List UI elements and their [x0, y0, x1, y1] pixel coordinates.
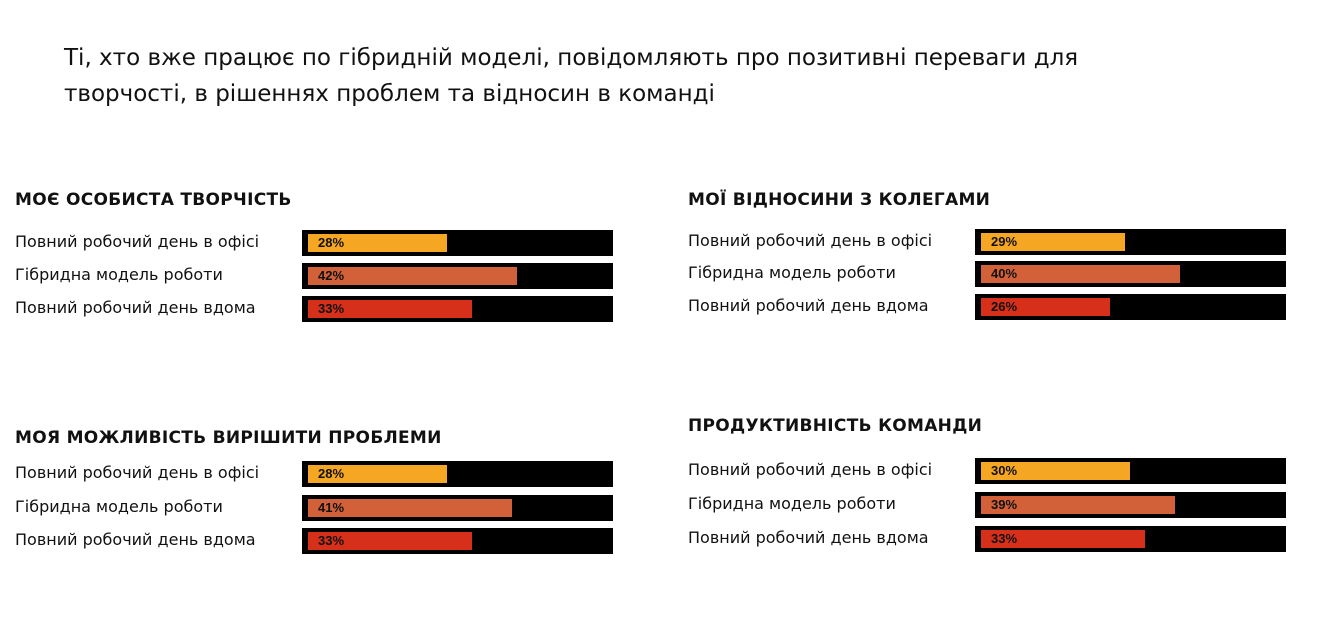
data-label: 30%	[991, 463, 1018, 478]
bar-hybrid	[308, 267, 517, 285]
category-label: Гібридна модель роботи	[688, 494, 896, 513]
bar-track: 33%	[302, 528, 613, 554]
bar-track: 28%	[302, 461, 613, 487]
bar-track: 40%	[975, 261, 1286, 287]
bar-office	[981, 233, 1125, 251]
bar-office	[308, 234, 447, 252]
category-label: Повний робочий день в офісі	[688, 460, 933, 479]
chart-title: МОЄ ОСОБИСТА ТВОРЧІСТЬ	[15, 190, 292, 210]
category-label: Повний робочий день в офісі	[15, 463, 260, 482]
data-label: 41%	[318, 500, 345, 515]
data-label: 39%	[991, 497, 1018, 512]
chart-title: МОЯ МОЖЛИВІСТЬ ВИРІШИТИ ПРОБЛЕМИ	[15, 428, 442, 448]
chart-title: МОЇ ВІДНОСИНИ З КОЛЕГАМИ	[688, 190, 991, 210]
bar-track: 33%	[302, 296, 613, 322]
bar-row-office: Повний робочий день в офісі 30%	[688, 458, 1308, 484]
bar-row-office: Повний робочий день в офісі 28%	[15, 230, 635, 256]
bar-track: 29%	[975, 229, 1286, 255]
bar-row-hybrid: Гібридна модель роботи 39%	[688, 492, 1308, 518]
bar-track: 30%	[975, 458, 1286, 484]
bar-home	[308, 532, 472, 550]
bar-row-home: Повний робочий день вдома 33%	[15, 296, 635, 322]
bar-row-office: Повний робочий день в офісі 28%	[15, 461, 635, 487]
bar-hybrid	[981, 496, 1175, 514]
category-label: Повний робочий день в офісі	[688, 231, 933, 250]
chart-panel-2: МОЇ ВІДНОСИНИ З КОЛЕГАМИ Повний робочий д…	[688, 190, 1308, 340]
chart-panel-1: МОЄ ОСОБИСТА ТВОРЧІСТЬ Повний робочий ден…	[15, 190, 635, 340]
chart-panel-3: МОЯ МОЖЛИВІСТЬ ВИРІШИТИ ПРОБЛЕМИ Повний р…	[15, 428, 635, 578]
bar-row-hybrid: Гібридна модель роботи 40%	[688, 261, 1308, 287]
category-label: Повний робочий день вдома	[688, 296, 929, 315]
chart-title: ПРОДУКТИВНІСТЬ КОМАНДИ	[688, 416, 983, 436]
category-label: Гібридна модель роботи	[688, 263, 896, 282]
category-label: Гібридна модель роботи	[15, 265, 223, 284]
category-label: Повний робочий день в офісі	[15, 232, 260, 251]
bar-row-home: Повний робочий день вдома 26%	[688, 294, 1308, 320]
data-label: 33%	[318, 533, 345, 548]
bar-row-home: Повний робочий день вдома 33%	[688, 526, 1308, 552]
bar-home	[981, 298, 1110, 316]
category-label: Повний робочий день вдома	[15, 298, 256, 317]
bar-hybrid	[981, 265, 1180, 283]
bar-office	[308, 465, 447, 483]
bar-row-office: Повний робочий день в офісі 29%	[688, 229, 1308, 255]
data-label: 28%	[318, 466, 345, 481]
bar-track: 28%	[302, 230, 613, 256]
data-label: 28%	[318, 235, 345, 250]
data-label: 26%	[991, 299, 1018, 314]
data-label: 33%	[991, 531, 1018, 546]
bar-home	[308, 300, 472, 318]
bar-track: 39%	[975, 492, 1286, 518]
bar-row-hybrid: Гібридна модель роботи 41%	[15, 495, 635, 521]
bar-row-home: Повний робочий день вдома 33%	[15, 528, 635, 554]
bar-track: 42%	[302, 263, 613, 289]
category-label: Повний робочий день вдома	[688, 528, 929, 547]
data-label: 40%	[991, 266, 1018, 281]
bar-track: 33%	[975, 526, 1286, 552]
bar-home	[981, 530, 1145, 548]
data-label: 33%	[318, 301, 345, 316]
bar-track: 41%	[302, 495, 613, 521]
category-label: Повний робочий день вдома	[15, 530, 256, 549]
bar-hybrid	[308, 499, 512, 517]
page-headline: Ті, хто вже працює по гібридній моделі, …	[64, 45, 1079, 107]
bar-track: 26%	[975, 294, 1286, 320]
data-label: 29%	[991, 234, 1018, 249]
data-label: 42%	[318, 268, 345, 283]
category-label: Гібридна модель роботи	[15, 497, 223, 516]
bar-row-hybrid: Гібридна модель роботи 42%	[15, 263, 635, 289]
chart-panel-4: ПРОДУКТИВНІСТЬ КОМАНДИ Повний робочий ден…	[688, 416, 1308, 566]
bar-office	[981, 462, 1130, 480]
